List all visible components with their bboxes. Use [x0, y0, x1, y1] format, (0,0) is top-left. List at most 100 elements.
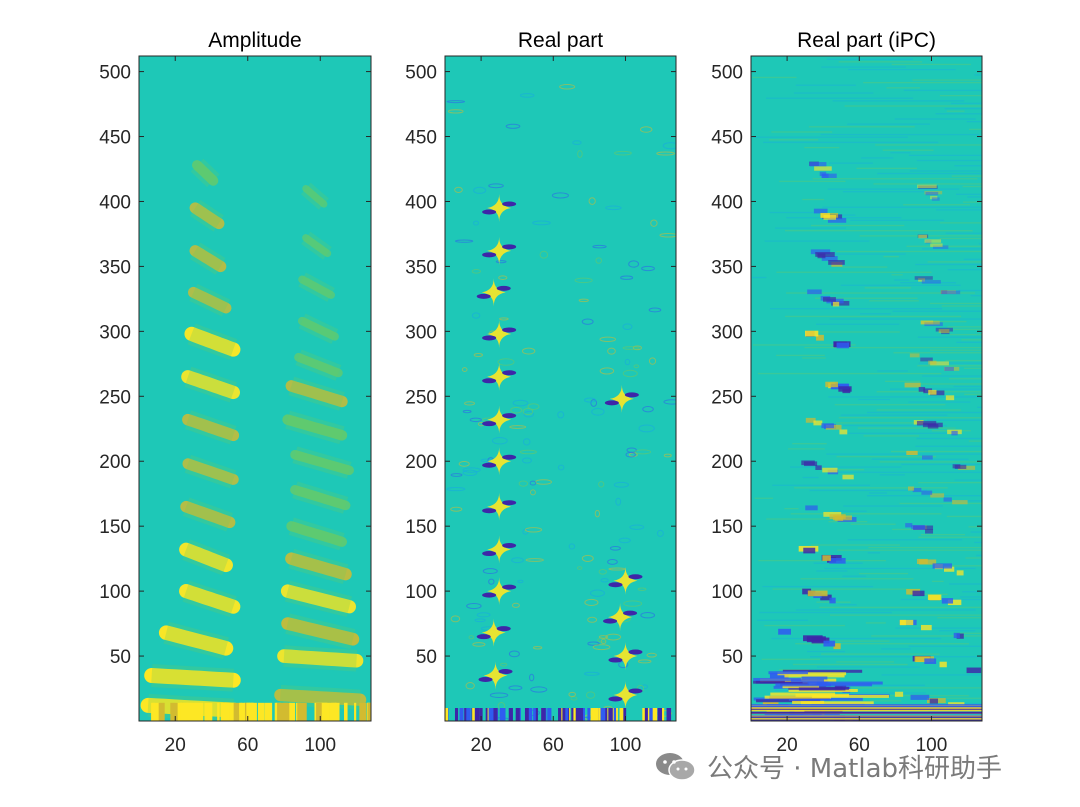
row-noise: [816, 570, 848, 572]
interference-star: [481, 278, 506, 307]
ripple-mark: [576, 566, 583, 570]
amplitude-low-noise: [241, 702, 245, 721]
row-noise: [908, 401, 971, 403]
ripple-mark: [572, 140, 582, 146]
interference-star: [483, 661, 508, 690]
ripple-mark: [505, 123, 521, 129]
interference-star: [481, 618, 506, 647]
row-noise: [939, 94, 982, 97]
amplitude-band-halo: [182, 497, 234, 532]
ipc-band-segment: [905, 523, 913, 528]
amplitude-low-noise: [247, 702, 255, 721]
low-row-noise: [801, 701, 874, 705]
ripple-mark: [662, 142, 676, 150]
row-noise: [939, 237, 982, 240]
row-noise: [771, 131, 833, 133]
low-row-noise: [524, 708, 529, 721]
ipc-band-segment: [813, 208, 828, 214]
row-noise: [795, 643, 969, 645]
ripple-mark: [491, 437, 508, 445]
ripple-mark: [587, 616, 598, 623]
ipc-band-segment: [952, 500, 968, 505]
ipc-band-segment: [944, 366, 954, 371]
interference-star: [487, 535, 512, 564]
row-noise: [779, 180, 846, 182]
row-noise: [842, 424, 947, 427]
interference-dark-lobe: [608, 657, 623, 663]
row-noise: [960, 596, 982, 598]
amplitude-low-noise: [175, 702, 184, 721]
low-row-noise: [768, 671, 808, 675]
row-noise: [963, 201, 982, 203]
row-noise: [903, 89, 982, 92]
ipc-band-segment: [925, 191, 939, 196]
interference-dark-lobe: [482, 462, 497, 468]
ripple-mark: [532, 220, 551, 226]
interference-dark-lobe: [624, 392, 639, 398]
ripple-mark: [637, 587, 647, 591]
ipc-band-segment: [833, 643, 841, 650]
ripple-mark: [592, 644, 611, 651]
ipc-band-segment: [909, 353, 920, 358]
ipc-band-segment: [814, 166, 832, 171]
low-row-noise: [812, 694, 889, 698]
ipc-band-segment: [947, 599, 962, 606]
amplitude-band: [191, 160, 219, 186]
row-noise: [883, 256, 899, 258]
row-noise: [847, 539, 963, 541]
amplitude-low-noise: [289, 702, 296, 721]
amplitude-low-noise: [367, 702, 371, 721]
row-noise: [850, 523, 896, 525]
row-noise: [861, 157, 894, 159]
ripple-mark: [592, 244, 607, 249]
amplitude-band-halo: [300, 182, 329, 210]
amplitude-low-noise: [257, 702, 265, 721]
low-row-noise: [575, 708, 580, 721]
interference-star: [487, 362, 512, 391]
ipc-band-segment: [920, 624, 932, 631]
ipc-band-segment: [924, 239, 942, 243]
interference-dark-lobe: [502, 500, 517, 506]
ipc-band-segment: [930, 493, 945, 498]
ripple-mark: [517, 579, 524, 584]
interference-star: [487, 447, 512, 476]
row-noise: [794, 487, 948, 489]
ipc-band-segment: [924, 190, 943, 195]
y-tick-label: 150: [711, 517, 743, 538]
row-noise: [965, 557, 982, 559]
row-noise: [828, 396, 981, 398]
amplitude-band: [286, 521, 348, 547]
row-noise: [974, 541, 982, 544]
amplitude-band: [189, 202, 225, 230]
amplitude-band: [302, 184, 328, 208]
bottom-row-noise: [751, 719, 982, 721]
row-noise: [822, 206, 982, 208]
row-noise: [968, 526, 982, 528]
low-row-noise: [622, 708, 627, 721]
row-noise: [792, 663, 908, 666]
ripple-mark: [557, 411, 565, 419]
ripple-mark: [620, 275, 634, 280]
interference-dark-lobe: [482, 378, 497, 384]
row-noise: [839, 604, 857, 606]
ipc-band-segment: [821, 256, 838, 261]
interference-dark-lobe: [476, 634, 491, 640]
ipc-band-segment: [832, 515, 852, 521]
row-noise: [870, 700, 902, 702]
ipc-band-segment: [928, 360, 937, 365]
ipc-band-segment: [803, 547, 816, 554]
ipc-band-segment: [945, 395, 955, 401]
low-row-noise: [561, 708, 566, 721]
row-noise: [908, 645, 982, 647]
row-noise: [833, 510, 867, 512]
y-tick-label: 100: [405, 582, 437, 603]
row-noise: [915, 383, 982, 385]
y-tick-label: 150: [405, 517, 437, 538]
ripple-mark: [446, 100, 466, 104]
amplitude-band-halo: [184, 366, 237, 403]
bottom-row-noise: [751, 704, 982, 706]
low-row-noise: [573, 708, 577, 721]
amplitude-band-halo: [163, 621, 229, 660]
row-noise: [771, 637, 942, 640]
low-row-noise: [788, 689, 858, 693]
